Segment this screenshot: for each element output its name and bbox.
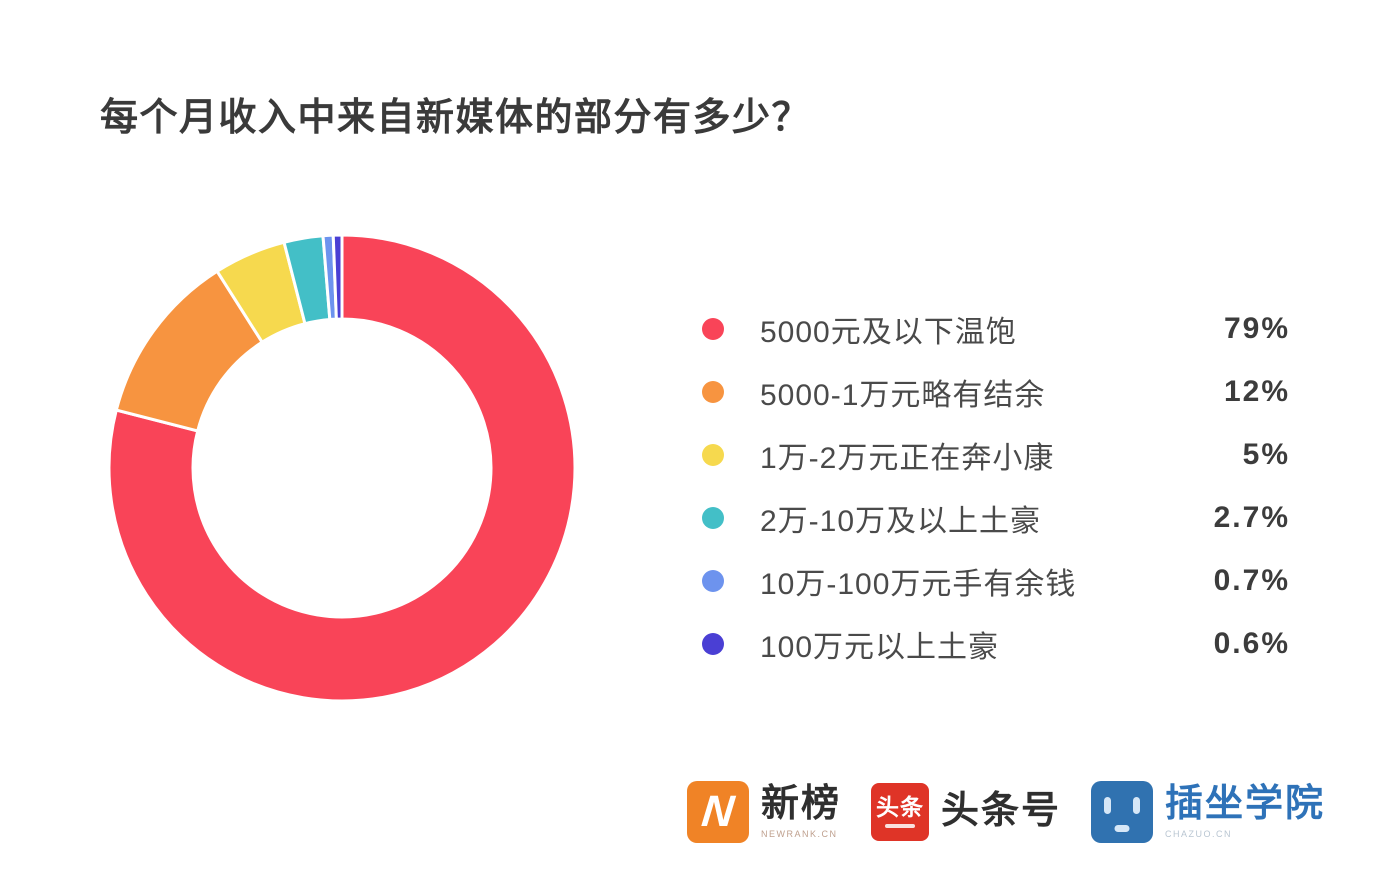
legend-item: 1万-2万元正在奔小康 5% (702, 423, 1290, 486)
toutiao-badge-subtext-bar (885, 824, 916, 828)
legend-dot-icon (702, 443, 724, 466)
chazuo-face-eye-left (1104, 797, 1112, 814)
toutiao-logo-text: 头条号 (941, 790, 1062, 833)
toutiao-badge-text: 头条 (876, 794, 925, 820)
legend-value: 0.6% (1213, 626, 1290, 660)
legend-value: 2.7% (1213, 500, 1290, 534)
chazuo-face-eye-right (1133, 797, 1141, 814)
legend-dot-icon (702, 632, 724, 655)
chazuo-logo-icon (1091, 781, 1154, 843)
chazuo-logo: 插坐学院 CHAZUO.CN (1091, 781, 1325, 843)
legend-label: 1万-2万元正在奔小康 (760, 441, 1055, 475)
legend-value: 5% (1242, 437, 1290, 471)
newrank-logo-subtext: NEWRANK.CN (761, 828, 838, 839)
donut-segment-5 (331, 233, 344, 321)
toutiao-logo-icon: 头条 (871, 783, 930, 841)
legend-value: 0.7% (1213, 563, 1290, 597)
legend-value: 79% (1223, 311, 1290, 345)
donut-chart-area (102, 228, 582, 708)
legend-item: 5000元及以下温饱 79% (702, 297, 1290, 360)
legend-label: 100万元以上土豪 (760, 630, 1000, 664)
page-title: 每个月收入中来自新媒体的部分有多少？ (100, 97, 812, 139)
legend-label: 5000-1万元略有结余 (760, 378, 1046, 412)
legend-dot-icon (702, 380, 724, 403)
newrank-logo: N 新榜 NEWRANK.CN (687, 781, 841, 843)
legend-dot-icon (702, 569, 724, 592)
legend-label: 2万-10万及以上土豪 (760, 504, 1042, 538)
legend-item: 2万-10万及以上土豪 2.7% (702, 486, 1290, 549)
newrank-logo-text: 新榜 (761, 783, 842, 826)
chazuo-logo-text: 插坐学院 (1165, 783, 1326, 826)
legend-dot-icon (702, 506, 724, 529)
legend-label: 10万-100万元手有余钱 (760, 567, 1077, 601)
legend-item: 100万元以上土豪 0.6% (702, 612, 1290, 675)
legend-dot-icon (702, 317, 724, 340)
legend: 5000元及以下温饱 79% 5000-1万元略有结余 12% 1万-2万元正在奔小康 5… (702, 297, 1290, 675)
footer-logos: N 新榜 NEWRANK.CN 头条 头条号 插坐学院 (687, 781, 1325, 843)
legend-item: 5000-1万元略有结余 12% (702, 360, 1290, 423)
legend-value: 12% (1223, 374, 1290, 408)
donut-segment-0 (107, 233, 577, 703)
donut-chart (107, 233, 577, 703)
toutiao-logo: 头条 头条号 (871, 783, 1061, 841)
chazuo-face-mouth (1114, 825, 1130, 832)
newrank-n-glyph: N (699, 787, 737, 836)
chazuo-logo-subtext: CHAZUO.CN (1165, 828, 1233, 839)
legend-label: 5000元及以下温饱 (760, 315, 1017, 349)
legend-item: 10万-100万元手有余钱 0.7% (702, 549, 1290, 612)
newrank-logo-icon: N (687, 781, 749, 843)
